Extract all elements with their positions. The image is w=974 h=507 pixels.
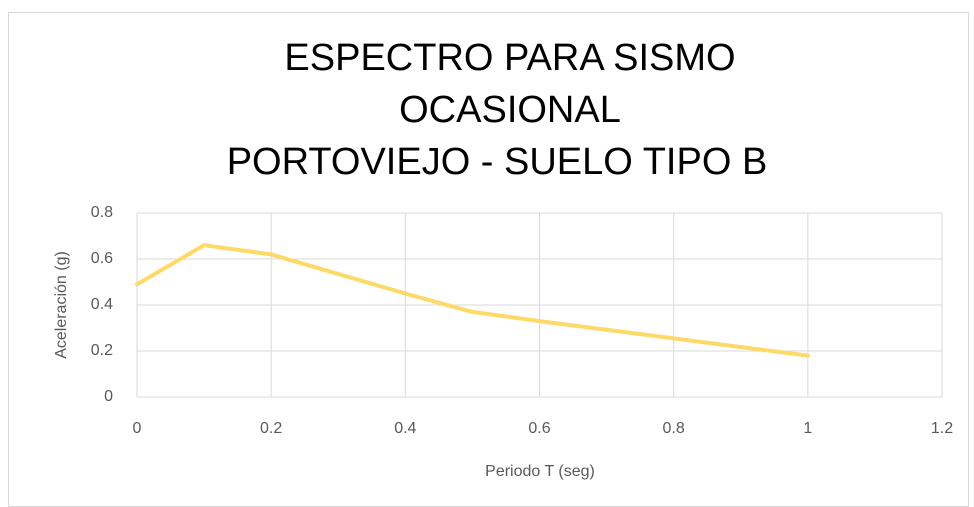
y-tick-label: 0.6 — [91, 250, 113, 267]
x-tick-label: 0.8 — [663, 420, 685, 437]
y-axis-label: Aceleración (g) — [53, 251, 70, 359]
x-tick-label: 0.2 — [260, 420, 282, 437]
x-tick-label: 1.2 — [931, 420, 953, 437]
x-tick-label: 1 — [803, 420, 812, 437]
y-tick-label: 0.8 — [91, 204, 113, 221]
x-tick-label: 0 — [133, 420, 142, 437]
chart-title: OCASIONAL — [399, 89, 621, 131]
chart-title: ESPECTRO PARA SISMO — [284, 37, 735, 79]
x-axis-label: Periodo T (seg) — [485, 463, 595, 480]
data-line — [135, 243, 810, 358]
chart-title: PORTOVIEJO - SUELO TIPO B — [227, 141, 768, 183]
x-tick-label: 0.6 — [528, 420, 550, 437]
y-tick-label: 0.2 — [91, 342, 113, 359]
y-tick-label: 0.4 — [91, 296, 113, 313]
y-tick-label: 0 — [104, 388, 113, 405]
x-tick-label: 0.4 — [394, 420, 416, 437]
